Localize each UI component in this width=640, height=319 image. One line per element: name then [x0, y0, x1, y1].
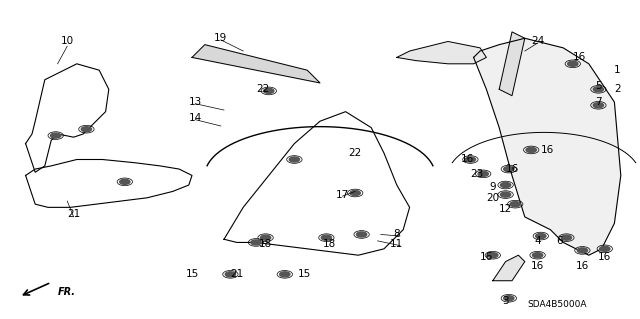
- Circle shape: [356, 232, 367, 237]
- Text: 16: 16: [506, 164, 518, 174]
- Circle shape: [600, 246, 610, 251]
- Circle shape: [251, 240, 261, 245]
- Circle shape: [504, 167, 514, 172]
- Text: 14: 14: [189, 113, 202, 123]
- Circle shape: [561, 235, 572, 240]
- Circle shape: [532, 253, 543, 258]
- Text: 20: 20: [486, 193, 499, 203]
- Text: 1: 1: [614, 65, 621, 75]
- Text: 16: 16: [598, 252, 611, 262]
- Text: 22: 22: [349, 148, 362, 158]
- Text: 2: 2: [614, 84, 621, 94]
- Circle shape: [120, 179, 130, 184]
- Text: 12: 12: [499, 204, 512, 214]
- Text: 21: 21: [67, 209, 80, 219]
- Text: 9: 9: [490, 182, 496, 192]
- Text: 16: 16: [531, 261, 544, 271]
- Text: 23: 23: [470, 169, 483, 179]
- Circle shape: [465, 157, 476, 162]
- Text: 19: 19: [214, 33, 227, 43]
- Circle shape: [593, 87, 604, 92]
- Text: 6: 6: [557, 236, 563, 246]
- Text: 16: 16: [480, 252, 493, 262]
- Circle shape: [478, 171, 488, 176]
- Circle shape: [536, 234, 546, 239]
- Circle shape: [51, 133, 61, 138]
- Text: FR.: FR.: [58, 287, 76, 297]
- Text: 7: 7: [595, 97, 602, 107]
- Circle shape: [321, 235, 332, 240]
- Circle shape: [350, 190, 360, 196]
- Circle shape: [280, 272, 290, 277]
- Text: 15: 15: [298, 269, 310, 279]
- Text: 13: 13: [189, 97, 202, 107]
- Polygon shape: [397, 41, 486, 64]
- Circle shape: [260, 235, 271, 240]
- Polygon shape: [192, 45, 320, 83]
- Circle shape: [488, 253, 498, 258]
- Circle shape: [500, 182, 511, 188]
- Text: 8: 8: [394, 229, 400, 240]
- Text: 11: 11: [390, 239, 403, 249]
- Text: 4: 4: [534, 236, 541, 246]
- Circle shape: [81, 127, 92, 132]
- Polygon shape: [474, 38, 621, 255]
- Circle shape: [568, 61, 578, 66]
- Text: 24: 24: [531, 36, 544, 47]
- Circle shape: [577, 248, 588, 253]
- Circle shape: [289, 157, 300, 162]
- Circle shape: [264, 88, 274, 93]
- Text: 3: 3: [502, 296, 509, 307]
- Text: 22: 22: [256, 84, 269, 94]
- Text: 18: 18: [259, 239, 272, 249]
- Circle shape: [504, 296, 514, 301]
- Polygon shape: [493, 255, 525, 281]
- Circle shape: [225, 272, 236, 277]
- Text: 18: 18: [323, 239, 336, 249]
- Circle shape: [500, 192, 511, 197]
- Text: 16: 16: [541, 145, 554, 155]
- Text: 16: 16: [576, 261, 589, 271]
- Text: 15: 15: [186, 269, 198, 279]
- Circle shape: [510, 202, 520, 207]
- Circle shape: [526, 147, 536, 152]
- Polygon shape: [499, 32, 525, 96]
- Text: 16: 16: [461, 154, 474, 165]
- Text: 17: 17: [336, 189, 349, 200]
- Circle shape: [593, 103, 604, 108]
- Text: 16: 16: [573, 52, 586, 63]
- Text: 5: 5: [595, 81, 602, 91]
- Text: SDA4B5000A: SDA4B5000A: [527, 300, 586, 309]
- Text: 10: 10: [61, 36, 74, 47]
- Text: 21: 21: [230, 269, 243, 279]
